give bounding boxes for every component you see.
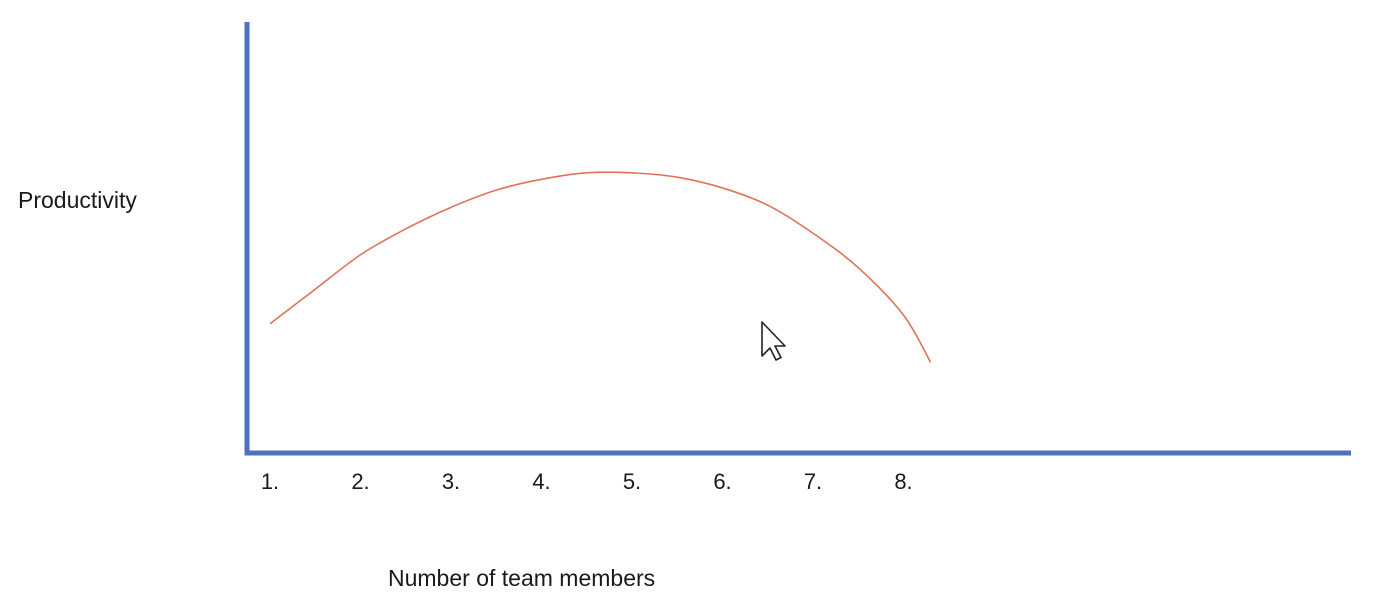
productivity-curve-series-0 (269, 171, 932, 363)
y-axis-label: Productivity (18, 187, 137, 213)
x-tick-labels: 1. 2. 3. 4. 5. 6. 7. 8. (261, 469, 913, 494)
x-tick-label: 5. (623, 469, 641, 494)
axes (244, 22, 1351, 456)
x-tick-label: 3. (442, 469, 460, 494)
x-tick-label: 7. (804, 469, 822, 494)
mouse-pointer-icon (761, 321, 786, 361)
x-axis-label: Number of team members (388, 565, 655, 591)
x-tick-label: 1. (261, 469, 279, 494)
x-tick-label: 6. (713, 469, 731, 494)
x-tick-label: 4. (532, 469, 550, 494)
series-layer (269, 171, 932, 363)
x-tick-label: 8. (894, 469, 912, 494)
axis-labels: Productivity Number of team members (18, 187, 655, 591)
x-tick-label: 2. (351, 469, 369, 494)
